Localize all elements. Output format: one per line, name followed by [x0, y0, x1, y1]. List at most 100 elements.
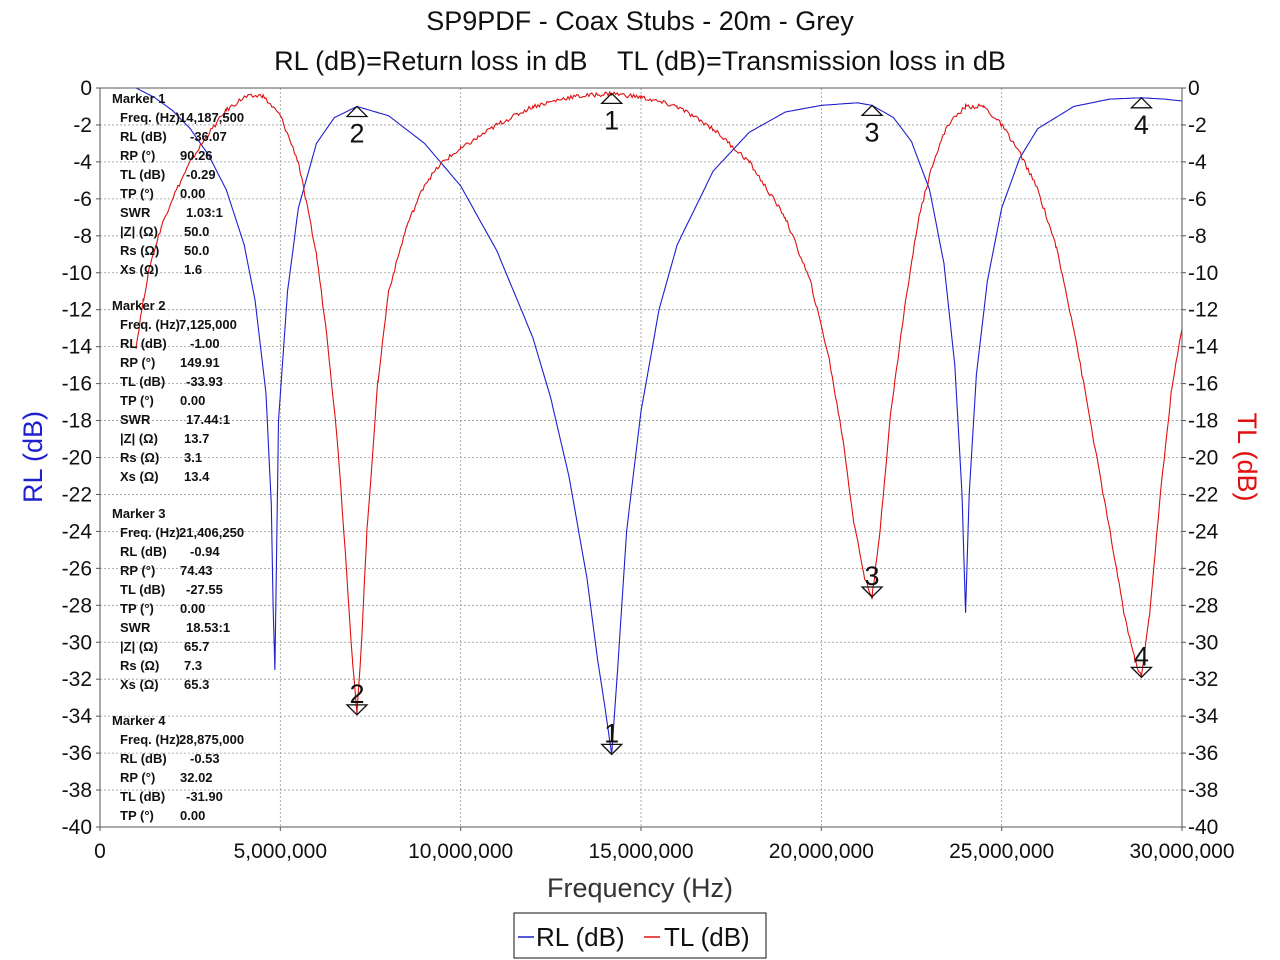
- left-tick-label: -4: [73, 151, 92, 174]
- marker-1-field-value: 0.00: [180, 186, 205, 201]
- legend-label-tl: TL (dB): [664, 922, 750, 952]
- left-tick-label: -8: [73, 225, 92, 248]
- marker-1-field-value: -0.29: [186, 167, 216, 182]
- legend[interactable]: RL (dB) TL (dB): [513, 912, 767, 959]
- left-tick-label: -32: [62, 668, 92, 691]
- x-tick-label: 5,000,000: [234, 840, 327, 863]
- marker-2-field-value: 0.00: [180, 393, 205, 408]
- marker-3-rl-triangle: [860, 104, 884, 117]
- marker-1-field-label: RL (dB): [120, 129, 167, 144]
- x-tick-label: 0: [94, 840, 106, 863]
- marker-4-field-label: TL (dB): [120, 789, 165, 804]
- series-line-tl: [135, 90, 1183, 715]
- left-tick-label: -40: [62, 816, 92, 839]
- plot-frame: [99, 87, 1183, 828]
- right-tick-label: -38: [1188, 779, 1218, 802]
- x-tick-label: 15,000,000: [588, 840, 693, 863]
- right-tick-label: -2: [1188, 114, 1207, 137]
- right-tick-label: -28: [1188, 594, 1218, 617]
- marker-3-tl-number: 3: [865, 561, 880, 591]
- marker-3-field-value: 65.3: [184, 677, 209, 692]
- marker-1-field-value: 1.6: [184, 262, 202, 277]
- marker-1-field-label: TL (dB): [120, 167, 165, 182]
- right-tick-label: -12: [1188, 299, 1218, 322]
- right-tick-label: -30: [1188, 631, 1218, 654]
- marker-1-title: Marker 1: [112, 91, 165, 106]
- left-tick-label: -38: [62, 779, 92, 802]
- right-tick-label: -36: [1188, 742, 1218, 765]
- left-tick-label: -30: [62, 631, 92, 654]
- marker-2-field-label: SWR: [120, 412, 151, 427]
- marker-1-field-label: Xs (Ω): [120, 262, 159, 277]
- left-tick-label: -12: [62, 299, 92, 322]
- marker-3-field-label: SWR: [120, 620, 151, 635]
- marker-2-field-value: 17.44:1: [186, 412, 230, 427]
- marker-3-field-value: 0.00: [180, 601, 205, 616]
- marker-4-field-label: RP (°): [120, 770, 155, 785]
- marker-3-rl-number: 3: [865, 117, 880, 147]
- right-tick-label: -6: [1188, 188, 1207, 211]
- right-tick-label: 0: [1188, 77, 1200, 100]
- right-tick-label: -4: [1188, 151, 1207, 174]
- right-tick-label: -26: [1188, 557, 1218, 580]
- marker-3-field-value: 7.3: [184, 658, 202, 673]
- left-tick-label: 0: [80, 77, 92, 100]
- marker-1-field-label: |Z| (Ω): [120, 224, 158, 239]
- right-tick-label: -16: [1188, 373, 1218, 396]
- marker-3-field-label: RP (°): [120, 563, 155, 578]
- left-axis-label: RL (dB): [18, 411, 48, 503]
- left-tick-label: -10: [62, 262, 92, 285]
- left-tick-label: -2: [73, 114, 92, 137]
- right-tick-label: -18: [1188, 410, 1218, 433]
- marker-3-field-value: 21,406,250: [179, 525, 244, 540]
- marker-4-field-value: 0.00: [180, 808, 205, 823]
- left-tick-label: -14: [62, 336, 93, 359]
- x-axis-label: Frequency (Hz): [547, 873, 733, 903]
- marker-2-field-value: 13.4: [184, 469, 210, 484]
- right-axis-ticks: 0 -2 -4 -6 -8 -10 -12 -14 -16 -18 -20 -22 -24 -26 -28 -…: [1182, 77, 1219, 839]
- marker-1-field-value: 1.03:1: [186, 205, 223, 220]
- marker-3-field-label: |Z| (Ω): [120, 639, 158, 654]
- marker-3-field-label: Xs (Ω): [120, 677, 159, 692]
- marker-2-field-label: TP (°): [120, 393, 154, 408]
- marker-1-rl-number: 1: [604, 718, 619, 748]
- marker-4-field-value: -0.53: [190, 751, 220, 766]
- marker-2-field-label: Xs (Ω): [120, 469, 159, 484]
- left-tick-label: -18: [62, 410, 92, 433]
- marker-symbols: 1 1 2 2 3 3 4 4: [345, 92, 1153, 756]
- right-tick-label: -20: [1188, 447, 1218, 470]
- series-layer: [135, 87, 1183, 755]
- left-tick-label: -34: [62, 705, 93, 728]
- x-axis-ticks: 0 5,000,000 10,000,000 15,000,000 20,000,000…: [94, 827, 1235, 863]
- marker-1-tl-number: 1: [604, 105, 619, 135]
- marker-2-tl-triangle: [345, 704, 369, 716]
- marker-2-field-label: Rs (Ω): [120, 450, 159, 465]
- right-tick-label: -40: [1188, 816, 1218, 839]
- grid: [99, 87, 1183, 828]
- marker-2-rl-number: 2: [349, 118, 364, 148]
- marker-1-field-label: RP (°): [120, 148, 155, 163]
- left-tick-label: -24: [62, 520, 93, 543]
- right-axis-label: TL (dB): [1232, 412, 1262, 501]
- left-axis-ticks: 0 -2 -4 -6 -8 -10 -12 -14 -16 -18 -20 -22 -24 -26 -28 -…: [62, 77, 100, 839]
- marker-3-field-value: 65.7: [184, 639, 209, 654]
- marker-2-field-value: 7,125,000: [179, 317, 237, 332]
- marker-4-field-label: TP (°): [120, 808, 154, 823]
- marker-1-field-value: 50.0: [184, 224, 209, 239]
- x-tick-label: 30,000,000: [1129, 840, 1234, 863]
- marker-3-field-label: RL (dB): [120, 544, 167, 559]
- marker-1-field-label: SWR: [120, 205, 151, 220]
- marker-3-field-label: TP (°): [120, 601, 154, 616]
- marker-2-field-value: 3.1: [184, 450, 202, 465]
- marker-4-field-value: 28,875,000: [179, 732, 244, 747]
- marker-2-rl-triangle: [345, 105, 369, 118]
- marker-1-field-value: -36.07: [190, 129, 227, 144]
- chart-title: SP9PDF - Coax Stubs - 20m - Grey: [426, 6, 854, 36]
- marker-4-field-value: 32.02: [180, 770, 213, 785]
- right-tick-label: -10: [1188, 262, 1218, 285]
- marker-4-field-label: RL (dB): [120, 751, 167, 766]
- marker-1-field-label: TP (°): [120, 186, 154, 201]
- marker-3-title: Marker 3: [112, 506, 165, 521]
- marker-3-field-label: Rs (Ω): [120, 658, 159, 673]
- marker-2-field-value: -33.93: [186, 374, 223, 389]
